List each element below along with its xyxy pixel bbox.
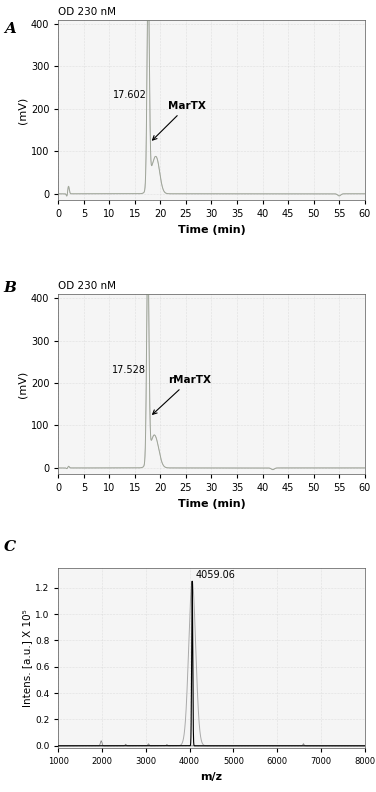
X-axis label: m/z: m/z <box>200 772 223 782</box>
X-axis label: Time (min): Time (min) <box>177 499 246 509</box>
Y-axis label: Intens. [a.u.] X 10⁵: Intens. [a.u.] X 10⁵ <box>22 609 32 707</box>
Text: 17.602: 17.602 <box>113 90 147 101</box>
Text: 4059.06: 4059.06 <box>196 570 236 580</box>
Text: OD 230 nM: OD 230 nM <box>58 7 116 17</box>
Y-axis label: (mV): (mV) <box>18 97 28 124</box>
X-axis label: Time (min): Time (min) <box>177 225 246 234</box>
Text: MarTX: MarTX <box>153 101 206 140</box>
Text: 17.528: 17.528 <box>112 364 146 375</box>
Text: rMarTX: rMarTX <box>153 375 211 414</box>
Text: C: C <box>4 540 16 554</box>
Y-axis label: (mV): (mV) <box>18 371 28 398</box>
Text: OD 230 nM: OD 230 nM <box>58 281 116 291</box>
Text: B: B <box>4 281 17 295</box>
Text: A: A <box>4 22 16 36</box>
